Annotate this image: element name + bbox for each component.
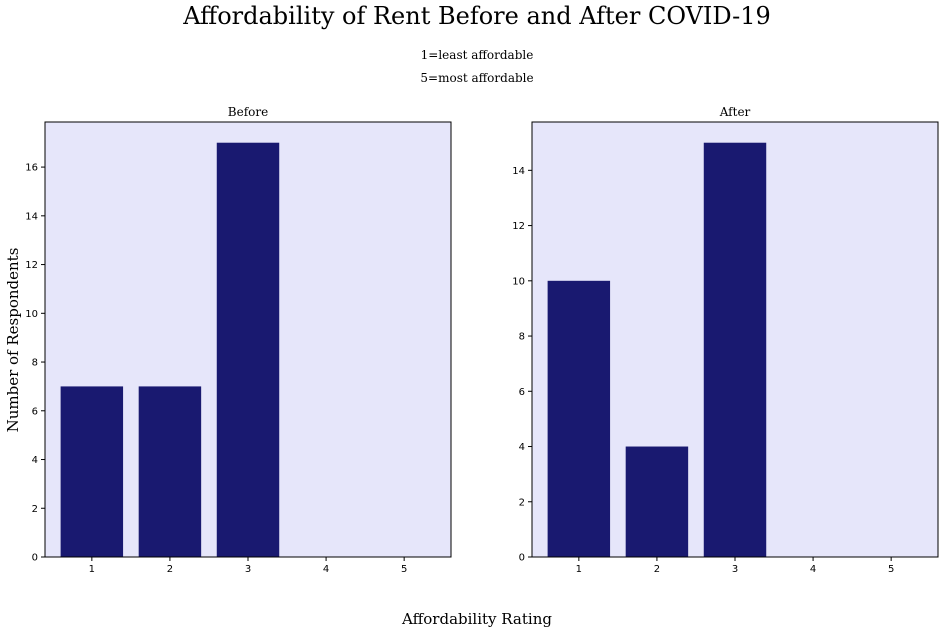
x-tick-label-before-5: 5 xyxy=(401,564,407,575)
y-tick-label-after-4: 4 xyxy=(519,442,525,453)
y-tick-label-before-2: 2 xyxy=(32,504,38,515)
x-tick-label-after-2: 2 xyxy=(654,564,660,575)
bar-after-1 xyxy=(547,280,611,557)
bar-after-2 xyxy=(625,446,689,557)
y-tick-label-before-0: 0 xyxy=(32,553,38,564)
y-tick-label-after-0: 0 xyxy=(519,553,525,564)
y-tick-label-before-16: 16 xyxy=(25,163,38,174)
x-tick-label-before-3: 3 xyxy=(245,564,251,575)
x-axis-label: Affordability Rating xyxy=(401,610,552,628)
y-tick-label-after-14: 14 xyxy=(512,166,525,177)
bar-before-2 xyxy=(138,386,202,557)
subtitle-line-1: 1=least affordable xyxy=(421,48,534,62)
y-tick-label-before-6: 6 xyxy=(32,406,38,417)
y-tick-label-before-12: 12 xyxy=(25,260,38,271)
y-tick-label-before-8: 8 xyxy=(32,358,38,369)
figure-title: Affordability of Rent Before and After C… xyxy=(182,2,770,30)
x-tick-label-after-3: 3 xyxy=(732,564,738,575)
panel-title-after: After xyxy=(719,105,751,119)
y-tick-label-after-10: 10 xyxy=(512,276,525,287)
x-tick-label-before-1: 1 xyxy=(89,564,95,575)
x-tick-label-before-2: 2 xyxy=(167,564,173,575)
bar-before-1 xyxy=(60,386,124,557)
y-tick-label-before-4: 4 xyxy=(32,455,38,466)
panel-title-before: Before xyxy=(228,105,268,119)
x-tick-label-after-1: 1 xyxy=(576,564,582,575)
x-tick-label-after-4: 4 xyxy=(810,564,816,575)
subtitle-line-2: 5=most affordable xyxy=(420,71,533,85)
y-tick-label-after-8: 8 xyxy=(519,332,525,343)
y-tick-label-before-14: 14 xyxy=(25,211,38,222)
y-axis-label: Number of Respondents xyxy=(4,248,22,433)
x-tick-label-before-4: 4 xyxy=(323,564,329,575)
y-tick-label-before-10: 10 xyxy=(25,309,38,320)
y-tick-label-after-2: 2 xyxy=(519,497,525,508)
x-tick-label-after-5: 5 xyxy=(888,564,894,575)
bar-before-3 xyxy=(216,142,280,557)
bar-after-3 xyxy=(703,142,767,557)
y-tick-label-after-6: 6 xyxy=(519,387,525,398)
y-tick-label-after-12: 12 xyxy=(512,221,525,232)
